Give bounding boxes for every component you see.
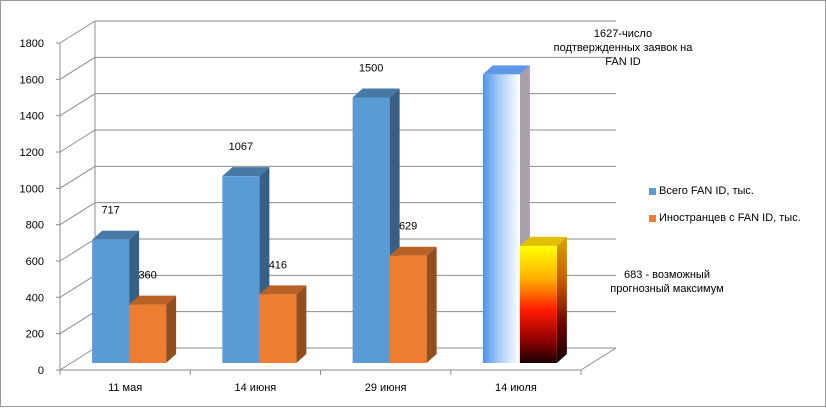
y-tick-label-8: 1600 bbox=[20, 74, 44, 86]
annotation-1-line-1: прогнозный максимум bbox=[610, 283, 723, 295]
gridline-side-2 bbox=[59, 274, 96, 298]
bar-series1-1 bbox=[259, 285, 307, 363]
data-label-series1-1: 416 bbox=[269, 259, 287, 271]
bar-top-series1-0 bbox=[129, 295, 177, 305]
bar-front-series0-0 bbox=[92, 239, 130, 363]
annotation-0-line-0: 1627-число bbox=[594, 28, 652, 40]
annotation-0: 1627-число подтвержденных заявок на FAN ID bbox=[554, 28, 694, 68]
gridline-side-4 bbox=[59, 202, 96, 226]
bar-side-series1-2 bbox=[426, 246, 437, 363]
gridline-side-0 bbox=[59, 347, 96, 371]
chart-legend: Всего FAN ID, тыс. Иностранцев с FAN ID,… bbox=[649, 183, 801, 237]
legend-label-foreigners: Иностранцев с FAN ID, тыс. bbox=[659, 212, 801, 224]
annotation-0-line-1: подтвержденных заявок на bbox=[554, 42, 694, 54]
data-label-series1-2: 629 bbox=[399, 221, 417, 233]
bar-top-series1-1 bbox=[259, 285, 307, 295]
bar-series1-0 bbox=[129, 295, 177, 363]
bar-side-series1-1 bbox=[296, 285, 307, 363]
y-tick-label-7: 1400 bbox=[20, 111, 44, 123]
bar-front-series0-2 bbox=[352, 97, 390, 363]
y-tick-label-2: 400 bbox=[26, 292, 44, 304]
bar-top-series0-1 bbox=[222, 167, 270, 177]
data-label-series0-2: 1500 bbox=[359, 63, 383, 75]
annotation-1-line-0: 683 - возможный bbox=[624, 269, 710, 281]
data-label-series0-1: 1067 bbox=[229, 141, 253, 153]
bar-top-series1-2 bbox=[389, 246, 437, 256]
bar-top-series1-3 bbox=[519, 236, 567, 246]
legend-label-total: Всего FAN ID, тыс. bbox=[659, 185, 754, 197]
legend-swatch-foreigners bbox=[649, 214, 656, 222]
y-tick-label-5: 1000 bbox=[20, 183, 44, 195]
y-tick-label-3: 600 bbox=[26, 256, 44, 268]
annotation-1: 683 - возможный прогнозный максимум bbox=[610, 269, 723, 295]
bar-series0-3 bbox=[482, 65, 530, 363]
gridline-side-7 bbox=[59, 93, 96, 117]
x-tick-label-2: 29 июня bbox=[365, 382, 407, 394]
bar-top-series0-0 bbox=[92, 230, 140, 240]
gridline-side-1 bbox=[59, 311, 96, 335]
legend-item-total: Всего FAN ID, тыс. bbox=[649, 183, 801, 199]
y-tick-label-4: 800 bbox=[26, 220, 44, 232]
floor-edge bbox=[580, 347, 617, 371]
bar-front-series1-0 bbox=[129, 304, 167, 363]
y-tick-label-9: 1800 bbox=[20, 38, 44, 50]
x-tick-label-3: 14 июля bbox=[495, 382, 537, 394]
gridline-side-9 bbox=[59, 20, 96, 44]
bar-top-series0-3 bbox=[482, 65, 530, 75]
bar-front-series1-2 bbox=[389, 255, 427, 363]
bar-front-series0-3 bbox=[482, 74, 520, 363]
bar-side-series1-3 bbox=[556, 236, 567, 363]
bar-top-series0-2 bbox=[352, 88, 400, 98]
gridline-side-8 bbox=[59, 56, 96, 80]
y-tick-label-1: 200 bbox=[26, 329, 44, 341]
bar-side-series1-0 bbox=[166, 295, 177, 363]
annotation-0-line-2: FAN ID bbox=[605, 56, 641, 68]
bar-front-series0-1 bbox=[222, 176, 260, 363]
bar-front-series1-3 bbox=[519, 245, 557, 363]
x-tick-label-0: 11 мая bbox=[108, 382, 142, 394]
bar-front-series1-1 bbox=[259, 294, 297, 363]
gridline-side-5 bbox=[59, 165, 96, 189]
bar-series1-3 bbox=[519, 236, 567, 363]
bar-series1-2 bbox=[389, 246, 437, 363]
bar-series0-0 bbox=[92, 230, 140, 363]
legend-item-foreigners: Иностранцев с FAN ID, тыс. bbox=[649, 210, 801, 226]
data-label-series1-0: 360 bbox=[138, 270, 156, 282]
gridline-side-6 bbox=[59, 129, 96, 153]
y-tick-label-6: 1200 bbox=[20, 147, 44, 159]
y-tick-label-0: 0 bbox=[38, 365, 44, 377]
legend-swatch-total bbox=[649, 187, 656, 195]
data-label-series0-0: 717 bbox=[101, 205, 119, 217]
gridline-side-3 bbox=[59, 238, 96, 262]
bar-series0-1 bbox=[222, 167, 270, 363]
x-tick-label-1: 14 июня bbox=[235, 382, 277, 394]
